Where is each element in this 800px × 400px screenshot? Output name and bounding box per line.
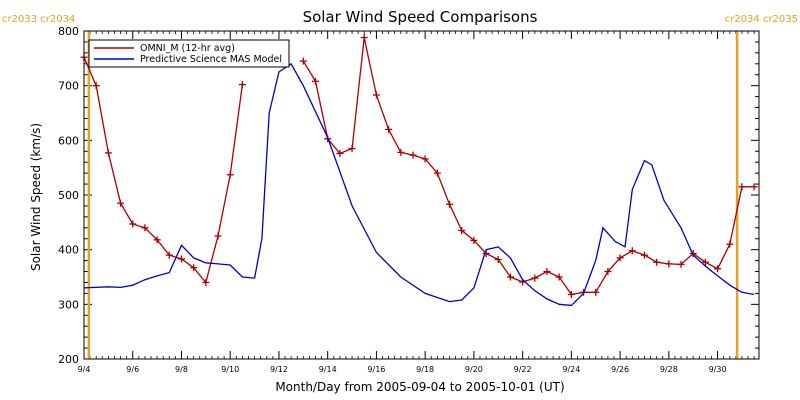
data-point [677,260,685,268]
x-tick-label: 9/30 [709,365,727,374]
data-point [592,288,600,296]
data-point [628,247,636,255]
data-point [129,220,137,228]
y-tick-label: 400 [58,244,79,257]
data-point [238,81,246,89]
series-line-0 [83,56,244,284]
data-point [531,274,539,282]
data-point [104,149,112,157]
data-point [458,227,466,235]
data-point [470,236,478,244]
y-tick-label: 600 [58,134,79,147]
data-point [190,264,198,272]
x-tick-label: 9/6 [126,365,139,374]
data-point [214,232,222,240]
data-point [409,151,417,159]
x-tick-label: 9/4 [78,365,91,374]
data-point [153,236,161,244]
data-point [397,148,405,156]
x-tick-label: 9/14 [319,365,337,374]
carrington-label: cr2034 cr2035 [725,14,798,25]
axis-ticks: 200 300 400 500 600 700 800 9/4 9/6 9/8 9/10 9/12 9/… [58,25,759,374]
data-point [385,125,393,133]
data-point [360,34,368,42]
data-point [177,255,185,263]
y-tick-label: 800 [58,25,79,38]
x-tick-label: 9/18 [416,365,434,374]
data-point [141,224,149,232]
series-line-1 [83,62,755,307]
chart-title: Solar Wind Speed Comparisons [303,8,538,26]
data-point [446,200,454,208]
data-point [494,256,502,264]
x-tick-label: 9/12 [270,365,288,374]
data-point [701,258,709,266]
data-point [726,240,734,248]
legend-label-omni: OMNI_M (12-hr avg) [140,43,235,54]
x-tick-label: 9/28 [660,365,678,374]
y-tick-label: 300 [58,298,79,311]
legend-box [88,39,290,68]
data-point [372,91,380,99]
data-point [299,57,307,65]
data-point [555,273,563,281]
x-tick-label: 9/22 [514,365,532,374]
data-point [604,268,612,276]
series-line-0 [302,37,755,296]
data-point [202,278,210,286]
x-tick-label: 9/26 [611,365,629,374]
data-point [433,169,441,177]
data-point [653,258,661,266]
data-point [567,290,575,298]
x-tick-label: 9/10 [221,365,239,374]
data-point [348,145,356,153]
data-point [750,183,758,191]
legend-label-mas: Predictive Science MAS Model [140,54,282,65]
data-point [165,251,173,259]
y-axis-label: Solar Wind Speed (km/s) [29,123,43,271]
data-point [226,171,234,179]
data-point [616,254,624,262]
x-tick-label: 9/24 [562,365,580,374]
x-tick-label: 9/16 [367,365,385,374]
y-tick-label: 200 [58,353,79,366]
y-tick-label: 700 [58,80,79,93]
series-layer [80,34,758,307]
data-point [336,149,344,157]
data-point [665,260,673,268]
x-tick-label: 9/20 [465,365,483,374]
data-point [421,155,429,163]
y-tick-label: 500 [58,189,79,202]
carrington-markers: cr2033 cr2034 cr2034 cr2035 [2,14,798,359]
x-axis-label: Month/Day from 2005-09-04 to 2005-10-01 … [275,380,564,394]
legend: OMNI_M (12-hr avg) Predictive Science MA… [88,39,290,68]
x-tick-label: 9/8 [175,365,188,374]
data-point [640,251,648,259]
data-point [714,265,722,273]
data-point [311,77,319,85]
data-point [543,268,551,276]
plot-frame [83,30,760,360]
data-point [92,82,100,90]
carrington-label: cr2033 cr2034 [2,14,75,25]
data-point [117,199,125,207]
data-point [506,273,514,281]
data-point [738,183,746,191]
